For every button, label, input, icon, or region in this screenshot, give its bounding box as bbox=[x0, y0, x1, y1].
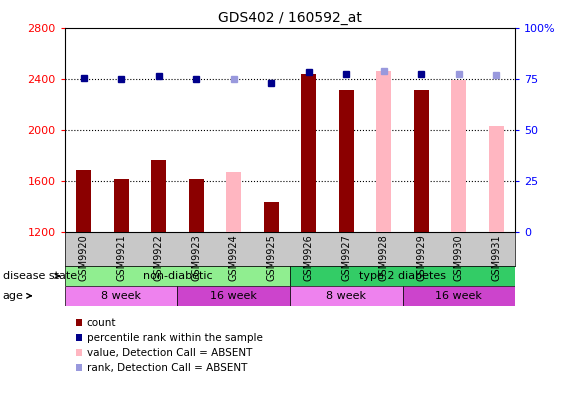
Text: age: age bbox=[3, 291, 24, 301]
Bar bbox=[76, 170, 91, 232]
Bar bbox=[290, 286, 403, 306]
Text: type 2 diabetes: type 2 diabetes bbox=[359, 271, 446, 281]
Bar bbox=[226, 172, 241, 232]
Bar bbox=[403, 286, 515, 306]
Text: non-diabetic: non-diabetic bbox=[142, 271, 212, 281]
Bar bbox=[301, 74, 316, 232]
Bar bbox=[263, 202, 279, 232]
Text: 8 week: 8 week bbox=[101, 291, 141, 301]
Bar bbox=[177, 286, 290, 306]
Text: value, Detection Call = ABSENT: value, Detection Call = ABSENT bbox=[87, 348, 252, 358]
Bar bbox=[114, 179, 128, 232]
Bar bbox=[414, 90, 429, 232]
Text: 16 week: 16 week bbox=[210, 291, 257, 301]
Bar bbox=[65, 266, 290, 286]
Bar bbox=[489, 126, 504, 232]
Bar bbox=[189, 179, 204, 232]
Text: 8 week: 8 week bbox=[326, 291, 367, 301]
Bar bbox=[65, 286, 177, 306]
Title: GDS402 / 160592_at: GDS402 / 160592_at bbox=[218, 11, 362, 25]
Text: percentile rank within the sample: percentile rank within the sample bbox=[87, 333, 262, 343]
Bar bbox=[151, 160, 166, 232]
Bar bbox=[290, 266, 515, 286]
Text: count: count bbox=[87, 318, 116, 328]
Text: rank, Detection Call = ABSENT: rank, Detection Call = ABSENT bbox=[87, 363, 247, 373]
Bar bbox=[452, 80, 466, 232]
Text: 16 week: 16 week bbox=[435, 291, 482, 301]
Bar bbox=[376, 71, 391, 232]
Text: disease state: disease state bbox=[3, 271, 77, 281]
Bar bbox=[339, 90, 354, 232]
